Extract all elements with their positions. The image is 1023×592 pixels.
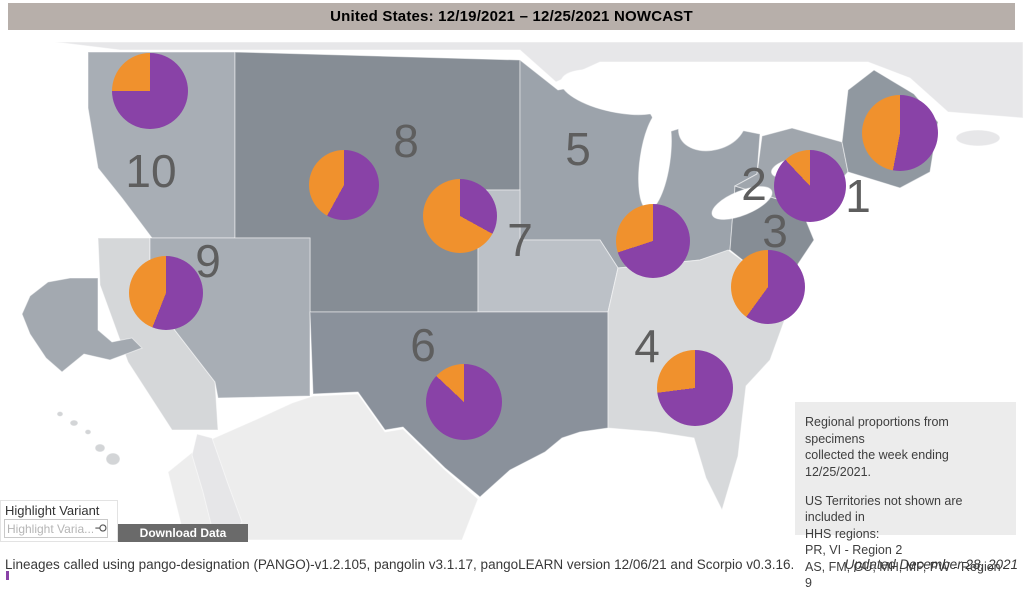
region-6-label: 6 [410,319,436,371]
region-5-label: 5 [565,123,591,175]
region-1-pie[interactable] [862,95,938,171]
region-7-pie[interactable] [423,179,497,253]
hawaii-island-shape[interactable] [105,452,121,466]
mexico-shape [167,393,479,541]
hawaii-island-shape[interactable] [69,419,79,427]
highlight-variant-label: Highlight Variant [5,503,100,518]
alaska-shape[interactable] [21,277,143,373]
hawaii-island-shape[interactable] [56,411,64,417]
region-10-label: 10 [125,145,177,197]
lineages-note: Lineages called using pango-designation … [5,557,795,572]
lake-erie-shape [711,186,773,220]
region-9-pie[interactable] [129,256,203,330]
info-line: HHS regions: [805,526,880,541]
region-5-pie[interactable] [616,204,690,278]
canada-island-shape [955,129,1001,147]
download-data-button[interactable]: Download Data [118,524,248,542]
region-4-pie[interactable] [657,350,733,426]
info-line: Regional proportions from specimens [805,415,949,446]
region-8-label: 8 [393,115,419,167]
info-line: PR, VI - Region 2 [805,543,903,557]
updated-date: Updated December 28, 2021 [844,557,1018,572]
region-6-pie[interactable] [426,364,502,440]
lake-superior-shape [560,68,670,116]
search-input[interactable] [5,521,96,536]
region-2-label: 2 [741,158,767,210]
pie-layer: 1 2 3 4 5 6 7 8 9 10 [112,53,938,440]
lake-huron-shape [678,100,746,152]
info-line: collected the week ending 12/25/2021. [805,448,949,479]
title-bar: United States: 12/19/2021 – 12/25/2021 N… [8,3,1015,30]
hawaii-island-shape[interactable] [94,443,106,453]
search-icon[interactable]: ⚲ [94,522,110,533]
info-box: Regional proportions from specimens coll… [795,402,1016,590]
region-4-label: 4 [634,320,660,372]
region-7-label: 7 [507,214,533,266]
region-10-pie[interactable] [112,53,188,129]
region-2-pie[interactable] [774,150,846,222]
region-3-label: 3 [762,205,788,257]
region-3-pie[interactable] [731,250,805,324]
canada-shape [54,41,1023,119]
partial-legend-mark [6,571,9,580]
highlight-variant-search[interactable]: ⚲ [4,519,110,538]
info-line [805,480,1006,493]
region-8-pie[interactable] [309,150,379,220]
info-line: US Territories not shown are included in [805,493,963,525]
page-title: United States: 12/19/2021 – 12/25/2021 N… [330,8,693,25]
hawaii-island-shape[interactable] [84,429,92,435]
region-1-label: 1 [845,170,871,222]
